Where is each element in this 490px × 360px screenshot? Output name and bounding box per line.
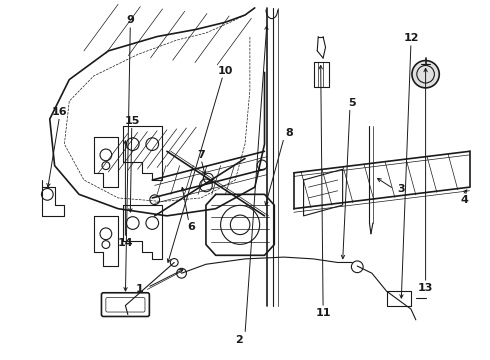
- Text: 12: 12: [403, 33, 419, 43]
- Text: 1: 1: [136, 284, 144, 294]
- Text: 8: 8: [285, 129, 293, 138]
- Text: 4: 4: [461, 195, 468, 205]
- Text: 6: 6: [187, 222, 195, 231]
- Text: 2: 2: [235, 334, 243, 345]
- Text: 11: 11: [316, 308, 331, 318]
- Text: 9: 9: [126, 15, 134, 26]
- Text: 10: 10: [218, 66, 233, 76]
- Text: 3: 3: [397, 184, 405, 194]
- Text: 15: 15: [125, 116, 141, 126]
- Text: 5: 5: [348, 98, 356, 108]
- Circle shape: [412, 60, 439, 88]
- Text: 13: 13: [418, 283, 433, 293]
- Text: 16: 16: [52, 107, 67, 117]
- Text: 7: 7: [197, 150, 205, 160]
- Text: 14: 14: [118, 238, 133, 248]
